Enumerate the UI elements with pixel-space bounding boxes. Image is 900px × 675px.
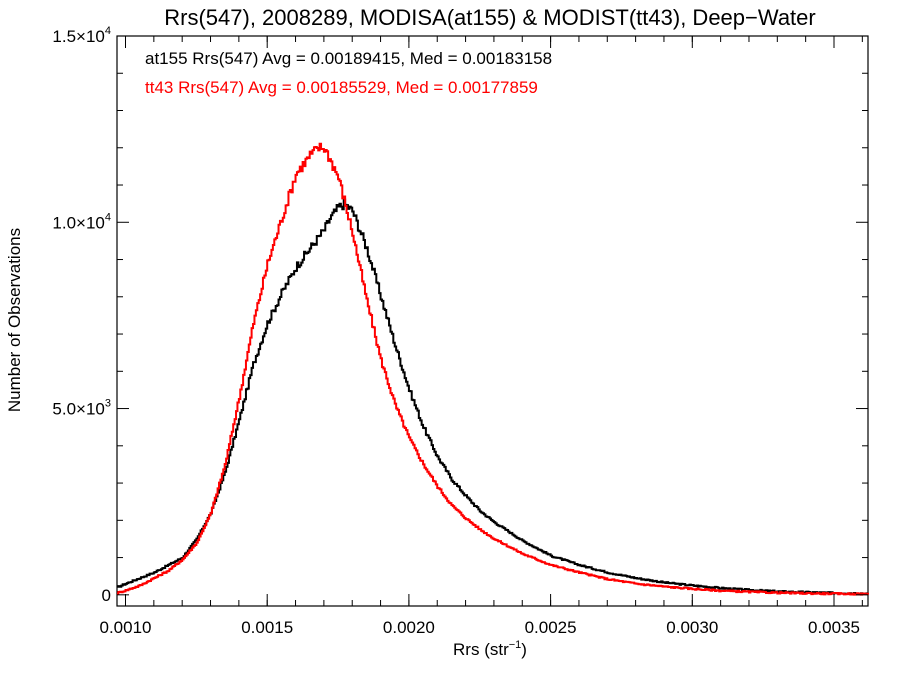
- chart-title: Rrs(547), 2008289, MODISA(at155) & MODIS…: [164, 5, 815, 30]
- series-at155-line: [117, 198, 869, 596]
- series-tt43-line: [117, 142, 869, 596]
- y-tick-label: 1.5×104: [52, 25, 111, 46]
- y-tick-label: 1.0×104: [52, 211, 111, 232]
- y-tick-label: 0: [102, 586, 111, 605]
- x-tick-label: 0.0035: [808, 618, 860, 637]
- y-tick-label: 5.0×103: [52, 398, 111, 419]
- x-tick-label: 0.0020: [383, 618, 435, 637]
- x-tick-label: 0.0030: [666, 618, 718, 637]
- plot-area: 0.0010 0.0015 0.0020 0.0025 0.0030 0.0035 0 5.0…: [52, 25, 869, 637]
- plot-frame: [116, 35, 869, 607]
- x-tick-label: 0.0025: [525, 618, 577, 637]
- x-axis-label: Rrs (str−1): [453, 639, 527, 659]
- y-axis-label: Number of Observations: [5, 228, 24, 412]
- x-tick-label: 0.0010: [100, 618, 152, 637]
- annotation-at155-stats: at155 Rrs(547) Avg = 0.00189415, Med = 0…: [145, 49, 552, 68]
- x-tick-label: 0.0015: [241, 618, 293, 637]
- annotation-tt43-stats: tt43 Rrs(547) Avg = 0.00185529, Med = 0.…: [145, 78, 538, 97]
